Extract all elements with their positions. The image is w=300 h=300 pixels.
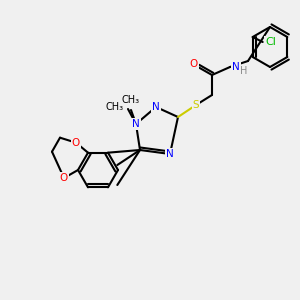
Text: O: O [72,138,80,148]
Text: H: H [240,66,247,76]
Text: N: N [132,119,140,129]
Text: CH₃: CH₃ [106,102,124,112]
Text: N: N [166,149,174,159]
Text: O: O [60,173,68,183]
Text: O: O [190,59,198,69]
Text: CH₃: CH₃ [122,95,140,105]
Text: S: S [193,100,199,110]
Text: N: N [152,102,160,112]
Text: N: N [232,62,240,72]
Text: Cl: Cl [265,37,276,47]
